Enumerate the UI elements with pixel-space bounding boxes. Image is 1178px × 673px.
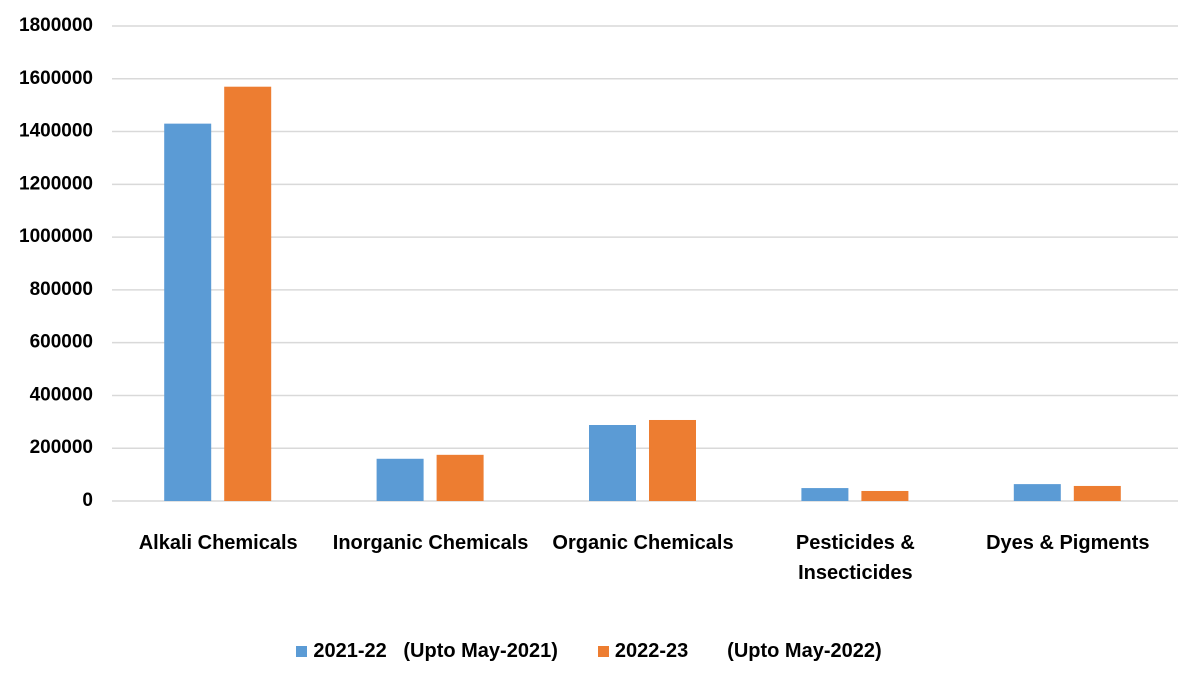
bar [224,86,272,501]
x-tick-label: Inorganic Chemicals [332,532,529,554]
x-tick-label: Pesticides & Insecticides [795,532,915,584]
bar [164,123,212,501]
y-tick-label: 1200000 [19,173,93,194]
legend-label: 2022-23 (Upto May-2022) [614,640,882,662]
y-tick-label: 600000 [30,332,93,353]
x-tick-label: Organic Chemicals [552,532,734,554]
legend-item: 2022-23 (Upto May-2022) [597,640,882,663]
bar [589,425,636,501]
bar [1073,485,1121,501]
y-tick-label: 0 [82,490,93,511]
bar [436,454,484,501]
legend-swatch [597,646,609,657]
y-tick-label: 1400000 [19,121,93,142]
y-tick-label: 400000 [30,384,93,405]
legend: 2021-22 (Upto May-2021) 2022-23 (Upto May… [0,640,1178,663]
y-tick-label: 200000 [30,437,93,458]
y-tick-label: 800000 [30,279,93,300]
bar [801,488,849,501]
legend-label: 2021-22 (Upto May-2021) [313,640,558,662]
legend-item: 2021-22 (Upto May-2021) [296,640,558,663]
legend-swatch [296,646,308,657]
bar [649,419,696,501]
x-tick-label: Alkali Chemicals [138,532,298,554]
bar [376,458,424,501]
x-tick-label: Dyes & Pigments [986,532,1150,554]
bar [861,490,909,501]
bar [1013,484,1061,501]
y-tick-label: 1000000 [19,226,93,247]
y-tick-label: 1800000 [19,15,93,36]
y-tick-label: 1600000 [19,68,93,89]
